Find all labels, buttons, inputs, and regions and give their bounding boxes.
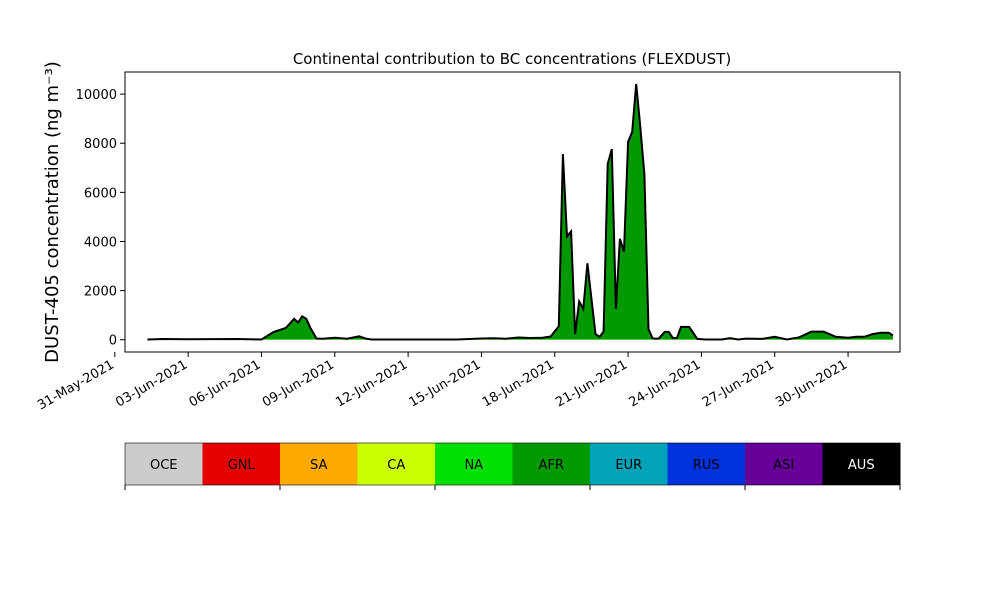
total-outline-line xyxy=(147,83,894,341)
area-series-afr xyxy=(147,88,893,340)
y-tick-label: 6000 xyxy=(84,186,117,201)
colorbar-swatch-afr xyxy=(512,443,591,485)
colorbar-label-na: NA xyxy=(464,458,483,473)
colorbar-frame xyxy=(124,442,901,486)
colorbar-label-sa: SA xyxy=(310,458,327,473)
colorbar-swatch-na xyxy=(435,443,513,485)
y-tick-label: 0 xyxy=(109,334,117,349)
y-tick-label: 2000 xyxy=(84,285,117,300)
x-tick-label: 30-Jun-2021 xyxy=(773,357,850,410)
x-tick-label: 06-Jun-2021 xyxy=(187,357,264,410)
x-tick-label: 15-Jun-2021 xyxy=(407,357,484,410)
y-tick-label: 4000 xyxy=(84,235,117,250)
colorbar-label-afr: AFR xyxy=(539,458,564,473)
colorbar-swatch-oce xyxy=(125,443,203,485)
x-tick-label: 03-Jun-2021 xyxy=(113,357,190,410)
y-axis-label: DUST-405 concentration (ng m⁻³) xyxy=(42,61,63,363)
colorbar-label-eur: EUR xyxy=(615,458,642,473)
colorbar-label-aus: AUS xyxy=(848,458,875,473)
region-colorbar: OCE GNL SA CA NA AFR EUR RUS ASI AUS xyxy=(124,442,901,490)
x-tick-label: 24-Jun-2021 xyxy=(627,357,704,410)
y-tick-label: 10000 xyxy=(76,88,117,103)
colorbar-swatch-eur xyxy=(590,443,668,485)
colorbar-swatch-gnl xyxy=(202,443,281,485)
x-tick-label: 27-Jun-2021 xyxy=(700,357,777,410)
colorbar-label-oce: OCE xyxy=(150,458,178,473)
x-tick-label: 09-Jun-2021 xyxy=(260,357,337,410)
plot-frame xyxy=(124,71,901,353)
colorbar-swatch-aus xyxy=(822,443,901,485)
x-tick-label: 21-Jun-2021 xyxy=(553,357,630,410)
y-tick-label: 8000 xyxy=(84,137,117,152)
x-tick-label: 31-May-2021 xyxy=(35,357,117,413)
colorbar-swatch-sa xyxy=(280,443,358,485)
colorbar-label-gnl: GNL xyxy=(228,458,256,473)
x-tick-label: 18-Jun-2021 xyxy=(480,357,557,410)
x-tick-label: 12-Jun-2021 xyxy=(333,357,410,410)
colorbar-swatch-rus xyxy=(667,443,746,485)
colorbar-swatch-asi xyxy=(745,443,823,485)
x-axis: 31-May-202103-Jun-202106-Jun-202109-Jun-… xyxy=(35,352,850,413)
y-axis: 0 2000 4000 6000 8000 10000 xyxy=(76,88,125,349)
area-series-asi xyxy=(147,84,893,340)
colorbar-swatch-ca xyxy=(357,443,436,485)
stacked-area-series xyxy=(147,84,893,340)
colorbar-label-rus: RUS xyxy=(693,458,720,473)
colorbar-label-ca: CA xyxy=(387,458,405,473)
colorbar-label-asi: ASI xyxy=(773,458,794,473)
chart-title: Continental contribution to BC concentra… xyxy=(293,50,731,68)
